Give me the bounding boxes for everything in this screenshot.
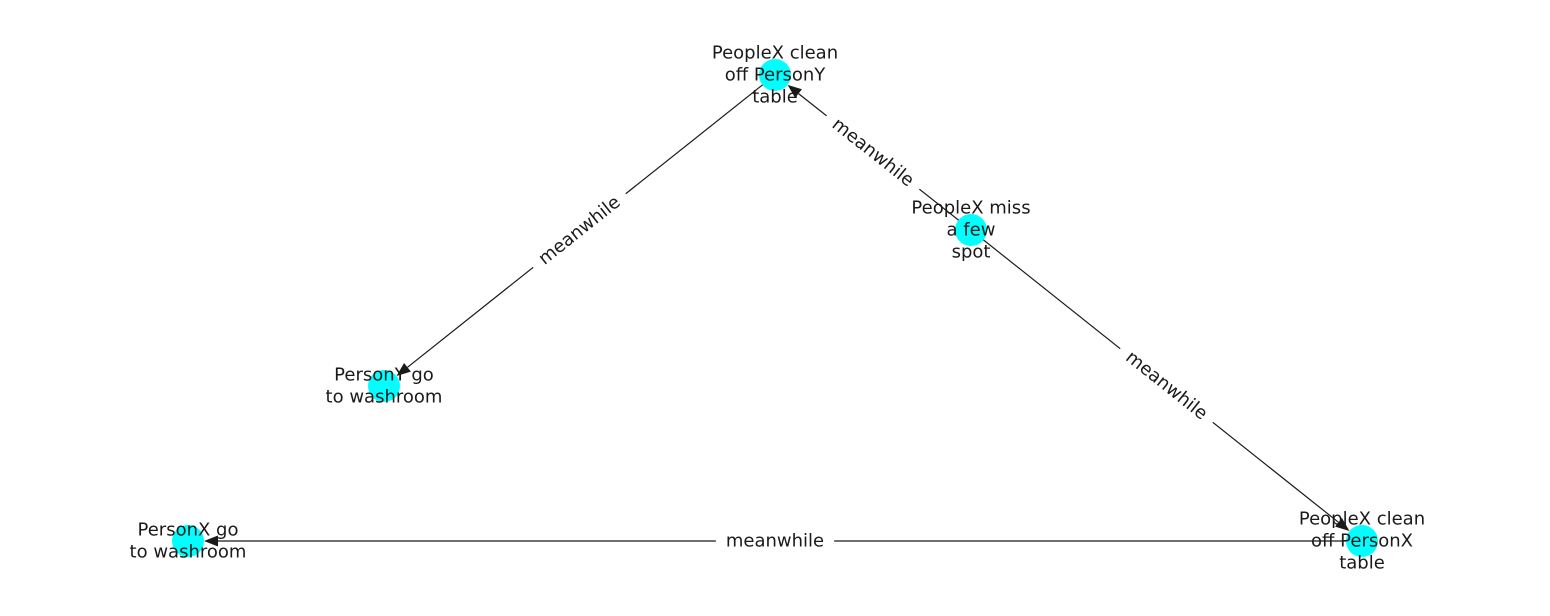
edges-layer [204, 74, 1362, 547]
edge-label-background [818, 105, 928, 200]
node-label-line: a few [947, 220, 996, 241]
arrow-head-n5-n4 [204, 535, 218, 547]
node-label-line: PersonY go [334, 365, 434, 386]
node-label-n3: PersonY go to washroom [326, 365, 443, 408]
node-label-line: PeopleX miss [911, 198, 1030, 219]
arrow-head-n2-n5 [1335, 518, 1350, 532]
node-label-line: PeopleX clean [712, 43, 838, 64]
node-label-line: PersonX go [138, 520, 239, 541]
edge-label-group: meanwhile [524, 183, 635, 278]
node-label-n1: PeopleX clean off PersonY table [712, 43, 838, 108]
node-label-line: to washroom [130, 542, 247, 563]
node-label-line: PeopleX clean [1299, 509, 1425, 530]
arrow-head-n2-n1 [787, 84, 802, 98]
edge-label-group: meanwhile [818, 105, 928, 200]
edge-label-background [715, 527, 835, 555]
edge-label: meanwhile [535, 192, 625, 270]
edge-label: meanwhile [726, 531, 824, 552]
node-label-line: spot [952, 242, 991, 263]
node-n5 [1346, 525, 1378, 557]
edge-label-group: meanwhile [715, 527, 835, 555]
node-n1 [759, 59, 791, 91]
node-label-line: off PersonY [725, 65, 827, 86]
node-label-n5: PeopleX clean off PersonX table [1299, 509, 1425, 574]
node-label-n2: PeopleX miss a few spot [911, 198, 1030, 263]
arrow-head-n1-n3 [396, 363, 411, 377]
node-n3 [368, 370, 400, 402]
edge-label: meanwhile [828, 114, 918, 191]
edge-label-background [1111, 338, 1222, 433]
nodes-layer [172, 59, 1378, 557]
node-n2 [955, 214, 987, 246]
node-label-line: off PersonX [1311, 531, 1413, 552]
node-label-line: table [752, 87, 798, 108]
node-n4 [172, 525, 204, 557]
edge-label: meanwhile [1122, 347, 1212, 425]
node-label-line: to washroom [326, 387, 443, 408]
node-label-line: table [1339, 553, 1385, 574]
edge-label-background [524, 183, 635, 278]
node-label-n4: PersonX go to washroom [130, 520, 247, 563]
edge-label-group: meanwhile [1111, 338, 1222, 433]
edge-labels-layer: meanwhile meanwhile meanwhile meanwhile [524, 105, 1222, 555]
